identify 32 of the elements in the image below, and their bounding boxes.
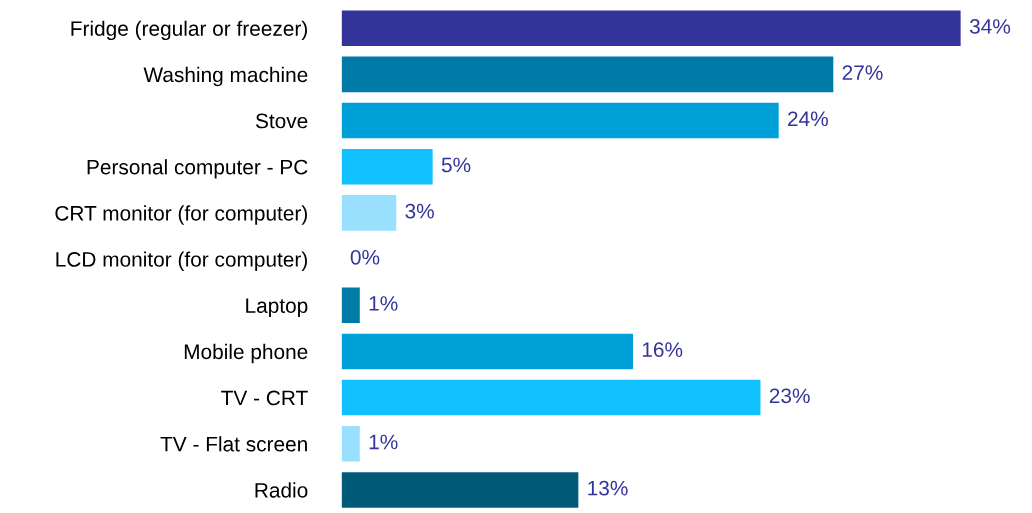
bar bbox=[341, 379, 761, 416]
bar bbox=[341, 148, 433, 185]
data-label: 1% bbox=[369, 296, 398, 311]
y-tick-label: Personal computer - PC bbox=[87, 159, 308, 179]
bar bbox=[341, 195, 397, 231]
bar bbox=[341, 472, 579, 508]
data-label: 23% bbox=[769, 388, 810, 404]
bar bbox=[341, 425, 360, 462]
data-label: 0% bbox=[350, 249, 380, 265]
data-label: 1% bbox=[369, 434, 398, 450]
data-label: 5% bbox=[441, 157, 471, 173]
y-tick-label: TV - Flat screen bbox=[160, 436, 307, 452]
data-label: 16% bbox=[642, 342, 683, 357]
y-tick-label: Fridge (regular or freezer) bbox=[71, 20, 307, 41]
bar bbox=[341, 333, 633, 370]
bar bbox=[341, 102, 779, 139]
data-label: 27% bbox=[842, 65, 883, 80]
data-label: 13% bbox=[588, 480, 628, 496]
y-tick-label: Radio bbox=[255, 482, 308, 498]
y-tick-label: Washing machine bbox=[143, 66, 308, 87]
data-label: 24% bbox=[788, 111, 828, 127]
y-tick-label: Mobile phone bbox=[184, 343, 308, 364]
bar bbox=[341, 10, 961, 46]
y-tick-label: Laptop bbox=[246, 298, 308, 318]
y-tick-label: LCD monitor (for computer) bbox=[56, 251, 307, 271]
bar bbox=[341, 287, 360, 324]
y-tick-label: Stove bbox=[255, 113, 308, 129]
y-tick-label: TV - CRT bbox=[221, 390, 308, 406]
data-label: 34% bbox=[969, 19, 1011, 34]
y-tick-label: CRT monitor (for computer) bbox=[55, 205, 307, 225]
bar bbox=[341, 56, 834, 93]
data-label: 3% bbox=[405, 203, 434, 219]
